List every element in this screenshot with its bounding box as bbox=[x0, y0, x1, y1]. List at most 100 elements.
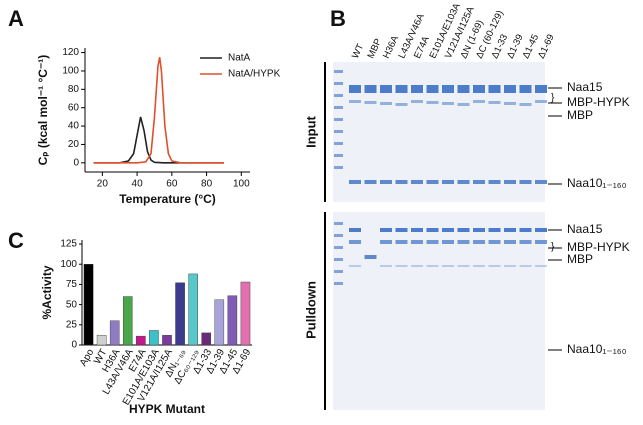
gel-band bbox=[349, 228, 361, 232]
y-tick-label: 20 bbox=[68, 139, 80, 150]
gel-band bbox=[349, 100, 361, 103]
gel-band bbox=[535, 228, 547, 232]
x-tick-label: 20 bbox=[97, 179, 109, 190]
panel-letter: A bbox=[8, 6, 24, 31]
gel-band bbox=[442, 180, 454, 184]
gel-band bbox=[380, 265, 392, 267]
ladder-band bbox=[334, 166, 343, 169]
gel-band bbox=[457, 228, 470, 232]
bar bbox=[188, 273, 198, 346]
ladder-band bbox=[334, 70, 343, 73]
y-tick-label: 100 bbox=[62, 66, 79, 77]
bar bbox=[149, 330, 159, 346]
gel-band bbox=[504, 85, 516, 93]
panel-letter: C bbox=[8, 228, 24, 253]
section-label: Input bbox=[303, 115, 318, 147]
ladder-band bbox=[334, 246, 343, 249]
gel-band bbox=[519, 265, 532, 267]
gel-band bbox=[411, 180, 423, 184]
y-tick-label: 60 bbox=[68, 102, 80, 113]
x-axis-label: HYPK Mutant bbox=[129, 402, 205, 416]
bar bbox=[83, 264, 94, 346]
gel-band bbox=[426, 85, 439, 93]
bar bbox=[175, 282, 185, 346]
ladder-band bbox=[334, 222, 343, 225]
lane-label: WT bbox=[350, 42, 366, 60]
gel-band bbox=[535, 85, 547, 93]
ladder-band bbox=[334, 82, 343, 85]
gel-band bbox=[364, 180, 377, 184]
gel-band bbox=[364, 255, 377, 259]
gel-band bbox=[380, 240, 392, 244]
gel-band bbox=[473, 265, 485, 267]
gel-band bbox=[411, 85, 423, 93]
gel-band bbox=[488, 180, 501, 184]
gel-band bbox=[411, 228, 423, 232]
y-tick-label: 50 bbox=[66, 299, 78, 310]
band-label: Naa15 bbox=[567, 80, 603, 94]
gel-band bbox=[380, 228, 392, 232]
x-tick-label: 60 bbox=[166, 179, 178, 190]
band-label: MBP-HYPK bbox=[567, 95, 630, 109]
x-tick-label: 40 bbox=[132, 179, 144, 190]
y-tick-label: 80 bbox=[68, 84, 80, 95]
gel-band bbox=[473, 228, 485, 232]
gel-band bbox=[349, 265, 361, 267]
gel-band bbox=[442, 240, 454, 244]
gel-band bbox=[395, 240, 408, 244]
gel-band bbox=[504, 180, 516, 184]
gel-band bbox=[426, 101, 439, 104]
ladder-band bbox=[334, 118, 343, 121]
gel-band bbox=[380, 180, 392, 184]
ladder-band bbox=[334, 258, 343, 261]
gel-band bbox=[504, 102, 516, 105]
gel-band bbox=[411, 240, 423, 244]
bar bbox=[240, 281, 251, 346]
bar bbox=[96, 335, 107, 346]
bar bbox=[214, 299, 225, 346]
gel-band bbox=[535, 240, 547, 244]
band-label: Naa10₁₋₁₆₀ bbox=[567, 176, 627, 190]
gel-band bbox=[519, 180, 532, 184]
gel-band bbox=[411, 265, 423, 267]
gel-band bbox=[395, 228, 408, 232]
gel-band bbox=[519, 228, 532, 232]
ladder-band bbox=[334, 106, 343, 109]
gel-band bbox=[349, 180, 361, 184]
bar bbox=[136, 335, 146, 346]
gel-pulldown bbox=[333, 212, 545, 410]
gel-band bbox=[519, 85, 532, 93]
legend-label: NatA bbox=[228, 53, 251, 64]
bar bbox=[122, 296, 133, 346]
gel-band bbox=[488, 240, 501, 244]
ladder-band bbox=[334, 142, 343, 145]
x-tick-label: 80 bbox=[201, 179, 213, 190]
gel-band bbox=[426, 228, 439, 232]
gel-band bbox=[519, 103, 532, 106]
section-label: Pulldown bbox=[303, 281, 318, 339]
gel-band bbox=[426, 265, 439, 267]
ladder-band bbox=[334, 94, 343, 97]
gel-band bbox=[473, 100, 485, 103]
gel-band bbox=[535, 265, 547, 267]
gel-band bbox=[426, 180, 439, 184]
gel-band bbox=[380, 85, 392, 93]
y-axis-label: Cₚ (kcal mol⁻¹ °C⁻¹) bbox=[36, 55, 50, 166]
y-axis-label: %Activity bbox=[40, 265, 54, 319]
line-series bbox=[93, 116, 224, 164]
gel-band bbox=[457, 180, 470, 184]
gel-band bbox=[395, 265, 408, 267]
gel-band bbox=[442, 265, 454, 267]
bar bbox=[201, 332, 212, 346]
ladder-band bbox=[334, 234, 343, 237]
gel-band bbox=[535, 100, 547, 103]
y-tick-label: 0 bbox=[71, 340, 77, 351]
gel-band bbox=[535, 180, 547, 184]
gel-band bbox=[488, 265, 501, 267]
gel-band bbox=[473, 240, 485, 244]
line-series bbox=[93, 57, 224, 164]
gel-band bbox=[488, 228, 501, 232]
y-tick-label: 75 bbox=[66, 279, 78, 290]
gel-band bbox=[488, 85, 501, 93]
gel-band bbox=[380, 102, 392, 105]
